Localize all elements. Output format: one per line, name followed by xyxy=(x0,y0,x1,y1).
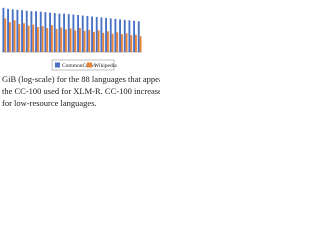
bar xyxy=(32,24,35,52)
bar xyxy=(25,10,28,52)
bar xyxy=(39,11,42,52)
legend-label: CommonCrawl xyxy=(62,63,96,69)
bar xyxy=(102,32,105,52)
legend-box xyxy=(51,59,115,71)
bar xyxy=(55,28,58,52)
bar xyxy=(137,21,140,52)
legend-swatch xyxy=(87,62,92,68)
bar xyxy=(30,11,33,52)
legend-swatch xyxy=(55,62,60,68)
figure: GiB (log-scale) for the 88 languages tha… xyxy=(2,7,160,108)
bar xyxy=(69,28,72,52)
bar xyxy=(27,25,30,52)
bar xyxy=(111,33,114,52)
caption-line: the CC-100 used for XLM-R. CC-100 increa… xyxy=(2,86,160,96)
bar xyxy=(60,27,63,52)
bar xyxy=(125,33,128,52)
bar xyxy=(67,14,70,52)
bar xyxy=(74,30,77,52)
legend-label: Wikipedia xyxy=(94,63,117,69)
bar xyxy=(133,20,135,52)
bar xyxy=(37,27,39,52)
bar xyxy=(116,32,119,52)
bar xyxy=(109,18,112,52)
bar xyxy=(65,29,67,52)
bar xyxy=(7,8,9,53)
bar xyxy=(114,18,117,53)
bar xyxy=(121,34,123,52)
bar xyxy=(11,9,14,53)
bar xyxy=(139,36,142,52)
bar xyxy=(119,19,121,52)
bar xyxy=(81,15,84,52)
bar xyxy=(97,30,100,52)
caption-line: GiB (log-scale) for the 88 languages tha… xyxy=(2,74,160,84)
bar xyxy=(44,12,47,52)
bar xyxy=(79,28,81,52)
bar xyxy=(21,10,23,53)
bar xyxy=(51,25,53,52)
bar xyxy=(49,12,51,53)
bar xyxy=(2,7,5,52)
caption-line: for low-resource languages. xyxy=(2,98,97,108)
bar xyxy=(53,13,56,53)
bar xyxy=(128,20,131,52)
bar xyxy=(93,31,95,52)
bar xyxy=(100,17,103,52)
bar xyxy=(41,26,44,52)
bar xyxy=(91,16,93,52)
bar xyxy=(4,18,7,52)
bar xyxy=(95,16,98,52)
bar xyxy=(23,23,25,52)
bar xyxy=(130,35,133,52)
bar xyxy=(72,14,75,52)
bar xyxy=(13,20,16,52)
bar xyxy=(58,13,61,53)
bar xyxy=(46,28,49,52)
bar xyxy=(9,22,11,52)
bar xyxy=(83,30,86,52)
bar xyxy=(88,29,91,52)
bar xyxy=(135,34,137,52)
bar xyxy=(105,17,107,53)
bar xyxy=(123,19,126,52)
bar xyxy=(18,24,21,52)
bar xyxy=(63,13,65,53)
bar xyxy=(35,11,37,52)
bar xyxy=(77,15,79,52)
bar xyxy=(107,31,109,52)
bar xyxy=(86,16,89,52)
bar xyxy=(16,9,19,52)
